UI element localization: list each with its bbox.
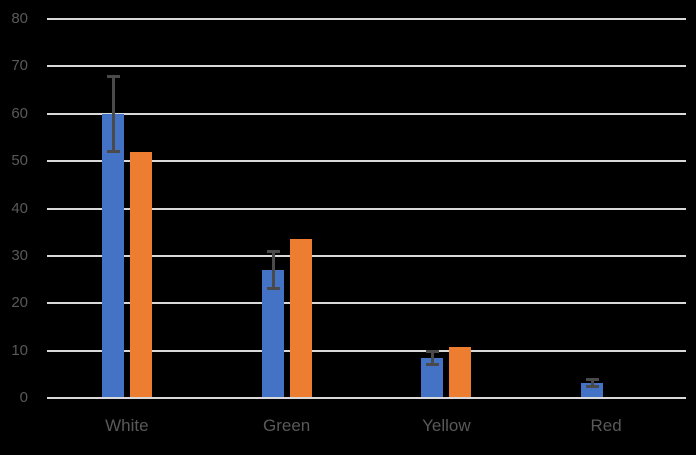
error-bar: [431, 350, 435, 365]
y-tick-label: 50: [11, 152, 28, 170]
gridline: [47, 160, 686, 163]
gridline: [47, 302, 686, 305]
error-bar-top-cap: [426, 349, 440, 353]
y-tick-label: 70: [11, 57, 28, 75]
y-tick-label: 10: [11, 341, 28, 359]
gridline: [47, 18, 686, 20]
error-bar: [271, 251, 275, 290]
y-tick-label: 40: [11, 199, 28, 217]
y-tick-label: 80: [11, 10, 28, 27]
bar-yellow-blue-series: [421, 357, 444, 398]
gridline: [47, 349, 686, 352]
error-bar-bottom-cap: [426, 362, 440, 366]
error-bar-top-cap: [266, 250, 280, 254]
bar-yellow-orange-series: [449, 346, 472, 398]
y-tick-label: 20: [11, 294, 28, 312]
error-bar-bottom-cap: [106, 149, 120, 153]
y-tick-label: 0: [19, 389, 28, 406]
error-bar-top-cap: [586, 378, 600, 382]
error-bar: [111, 75, 115, 152]
bar-green-blue-series: [261, 270, 284, 398]
gridline: [47, 254, 686, 257]
gridline: [47, 112, 686, 115]
category-label: Green: [263, 416, 311, 435]
category-label: Red: [590, 416, 622, 435]
error-bar-bottom-cap: [266, 287, 280, 291]
y-tick-label: 60: [11, 104, 28, 122]
error-bar-top-cap: [106, 74, 120, 78]
gridline: [47, 65, 686, 68]
bar-green-orange-series: [289, 239, 312, 398]
bar-white-blue-series: [101, 113, 124, 398]
gridline: [47, 207, 686, 210]
category-label: White: [105, 416, 149, 435]
error-bar: [591, 379, 595, 387]
bar-white-orange-series: [129, 151, 152, 398]
x-axis-line: [47, 397, 686, 399]
category-label: Yellow: [422, 416, 471, 435]
error-bar-bottom-cap: [586, 384, 600, 388]
y-tick-label: 30: [11, 246, 28, 264]
